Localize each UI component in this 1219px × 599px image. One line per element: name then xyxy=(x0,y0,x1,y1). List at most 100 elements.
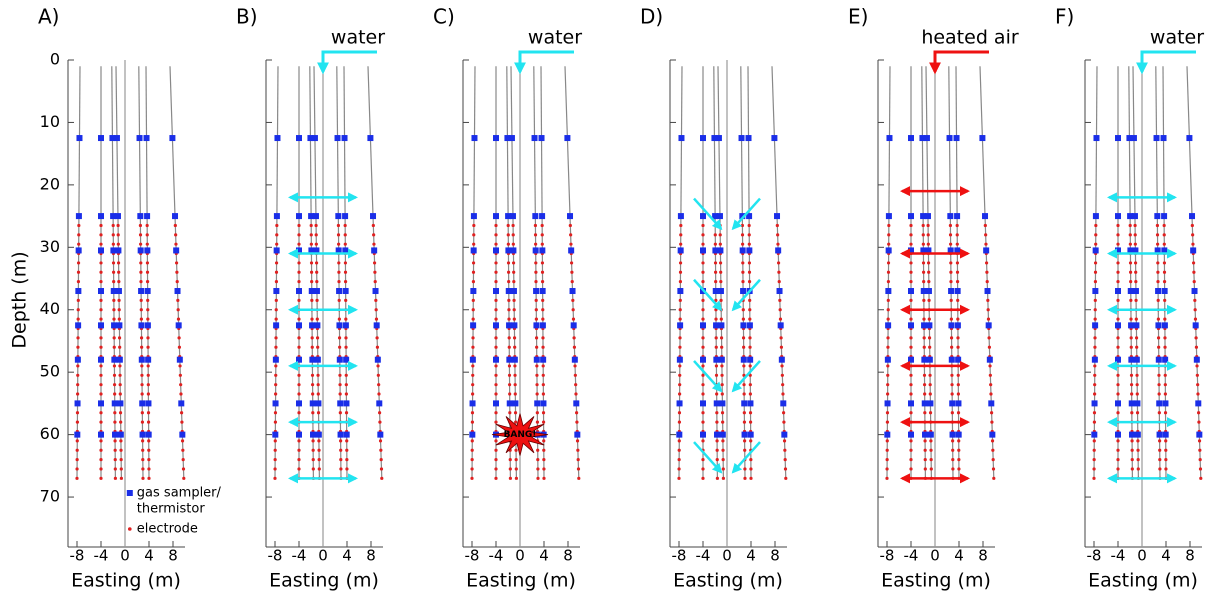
electrode xyxy=(117,317,121,321)
gas-sampler xyxy=(1091,400,1098,407)
electrode xyxy=(506,261,511,265)
gas-sampler xyxy=(948,322,955,329)
electrode xyxy=(372,242,376,246)
gas-sampler xyxy=(955,400,962,407)
electrode xyxy=(344,383,348,387)
gas-sampler xyxy=(884,400,891,407)
electrode xyxy=(743,467,747,471)
electrode xyxy=(701,364,705,368)
electrode xyxy=(112,373,117,377)
electrode xyxy=(116,261,121,265)
electrode xyxy=(513,364,517,368)
gas-sampler xyxy=(920,213,927,220)
electrode xyxy=(1196,383,1200,387)
electrode xyxy=(535,411,539,415)
electrode xyxy=(274,392,278,396)
gas-sampler xyxy=(367,135,374,142)
electrode xyxy=(175,280,179,284)
gas-sampler xyxy=(174,288,181,295)
electrode xyxy=(337,242,341,246)
electrode xyxy=(741,270,745,274)
electrode xyxy=(99,345,103,349)
gas-sampler xyxy=(145,431,152,438)
gas-sampler xyxy=(139,431,146,438)
electrode xyxy=(678,373,682,377)
electrode xyxy=(513,392,517,396)
electrode xyxy=(719,298,723,302)
gas-sampler xyxy=(1129,431,1136,438)
electrode xyxy=(909,270,913,274)
electrode xyxy=(1116,223,1120,228)
electrode xyxy=(777,280,781,284)
gas-sampler xyxy=(926,356,933,363)
electrode xyxy=(314,233,318,237)
electrode xyxy=(494,411,498,415)
electrode xyxy=(701,383,705,387)
gas-sampler xyxy=(1191,288,1198,295)
gas-sampler xyxy=(469,431,476,438)
electrode xyxy=(1158,467,1162,471)
electrode xyxy=(541,298,545,302)
electrode xyxy=(514,420,518,424)
electrode xyxy=(749,457,753,462)
gas-sampler xyxy=(1115,356,1121,363)
electrode xyxy=(273,420,278,424)
gas-sampler xyxy=(564,135,571,142)
electrode xyxy=(146,373,150,377)
gas-sampler xyxy=(745,135,752,142)
gas-sampler xyxy=(493,213,499,220)
annotation-arrow xyxy=(514,50,574,75)
gas-sampler xyxy=(718,356,725,363)
gas-sampler xyxy=(493,356,499,363)
gas-sampler xyxy=(312,213,319,220)
electrode xyxy=(508,411,512,415)
gas-sampler xyxy=(1092,322,1099,329)
electrode xyxy=(379,448,383,452)
electrode xyxy=(141,476,145,480)
electrode xyxy=(116,223,120,228)
gas-sampler xyxy=(313,288,320,295)
electrode xyxy=(569,261,574,265)
electrode xyxy=(1116,439,1120,443)
x-axis-label: Easting (m) xyxy=(881,570,991,592)
electrode xyxy=(1192,280,1196,284)
electrode xyxy=(471,298,475,302)
gas-sampler xyxy=(98,288,104,295)
electrode xyxy=(311,448,315,452)
gas-sampler xyxy=(138,322,145,329)
gas-sampler xyxy=(1115,431,1121,438)
gas-sampler xyxy=(296,288,302,295)
electrode xyxy=(316,392,320,396)
electrode xyxy=(1129,298,1133,302)
electrode xyxy=(575,439,580,443)
electrode xyxy=(747,270,752,274)
electrode xyxy=(1156,336,1161,340)
gas-sampler xyxy=(927,400,934,407)
electrode xyxy=(573,373,577,377)
x-tick-label: 0 xyxy=(515,547,525,565)
gas-sampler xyxy=(908,322,914,329)
electrode xyxy=(571,308,575,312)
electrode xyxy=(887,242,891,246)
electrode xyxy=(76,345,80,349)
electrode xyxy=(886,336,890,340)
gas-sampler xyxy=(296,213,302,220)
burst-label: BANG! xyxy=(504,430,537,440)
gas-sampler xyxy=(138,356,145,363)
y-axis-label: Depth (m) xyxy=(9,251,31,348)
electrode xyxy=(542,448,546,452)
electrode xyxy=(374,308,378,312)
gas-sampler xyxy=(311,135,318,142)
electrode xyxy=(957,439,961,443)
gas-sampler xyxy=(1130,135,1137,142)
electrode xyxy=(927,280,931,284)
gas-sampler xyxy=(469,356,476,363)
electrode xyxy=(576,448,580,452)
electrode xyxy=(338,383,342,387)
electrode xyxy=(378,411,382,415)
gas-sampler xyxy=(953,135,960,142)
gas-sampler xyxy=(143,135,150,142)
electrode xyxy=(571,317,576,321)
electrode xyxy=(111,233,115,237)
electrode xyxy=(472,233,476,237)
